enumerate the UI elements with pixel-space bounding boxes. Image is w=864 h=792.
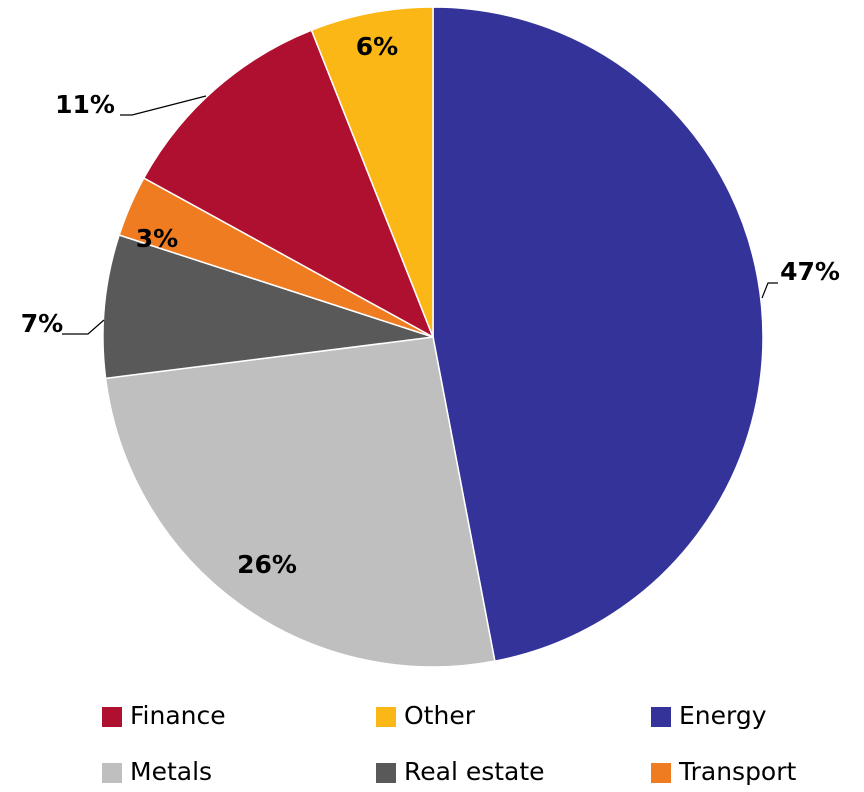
data-label: 47% [780, 257, 840, 286]
pie-slice [432, 6, 764, 663]
data-label: 7% [21, 309, 63, 338]
leader-line [62, 319, 105, 335]
legend-swatch [376, 707, 396, 727]
pie-slice [104, 336, 496, 668]
legend-label: Transport [678, 757, 797, 786]
legend-swatch [376, 763, 396, 783]
data-label: 3% [136, 224, 178, 253]
legend-swatch [102, 763, 122, 783]
data-label: 11% [55, 90, 115, 119]
pie-slice [310, 6, 434, 338]
legend-label: Energy [679, 701, 767, 730]
legend-label: Other [404, 701, 476, 730]
data-label: 26% [237, 550, 297, 579]
legend-swatch [651, 763, 671, 783]
legend-label: Real estate [404, 757, 545, 786]
pie-slice [142, 29, 435, 339]
legend-swatch [102, 707, 122, 727]
legend-label: Metals [130, 757, 212, 786]
legend-label: Finance [130, 701, 226, 730]
legend-swatch [651, 707, 671, 727]
leader-line [120, 95, 207, 116]
pie-slice [102, 234, 434, 380]
leader-line [761, 282, 778, 299]
data-label: 6% [356, 32, 398, 61]
